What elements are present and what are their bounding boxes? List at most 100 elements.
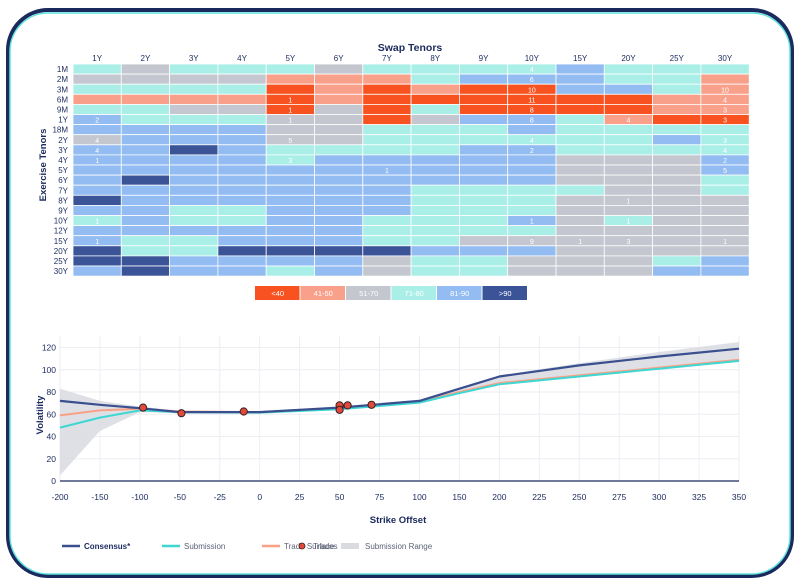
x-tick-350: 350 (732, 492, 746, 502)
heatmap-cell-6m-2y (120, 93, 171, 105)
heatmap-cell-1m-30y (700, 63, 750, 75)
heatmap-cell-2m-15y (555, 73, 605, 85)
heatmap-cell-18m-5y (265, 124, 315, 136)
cell-label-1y-5y: 1 (288, 118, 292, 125)
series-submission-range-band (60, 342, 739, 476)
cell-label-10y-1y: 1 (95, 219, 99, 226)
heatmap-cell-1y-9y (458, 114, 509, 126)
cell-label-4y-1y: 1 (95, 158, 99, 165)
cell-label-1y-30y: 3 (723, 118, 727, 125)
heatmap-cell-20y-15y (555, 245, 605, 257)
cell-label-15y-30y: 1 (723, 239, 727, 246)
heatmap-cell-3y-25y (652, 144, 702, 156)
heatmap-cell-2y-4y (217, 134, 267, 146)
heatmap-cell-8y-1y (72, 194, 122, 206)
heatmap-cell-30y-20y (603, 265, 653, 277)
x-tick-150: -150 (91, 492, 108, 502)
heatmap-cell-3y-15y (555, 144, 605, 156)
trade-point-7 (367, 400, 376, 409)
heatmap-cell-6y-25y (652, 174, 702, 186)
legend-swatch-71-80 (391, 286, 436, 300)
heatmap-cell-4y-15y (555, 154, 605, 166)
heatmap-cell-30y-30y (700, 265, 750, 277)
heatmap-cell-15y-8y (410, 235, 460, 247)
heatmap-cell-15y-6y (314, 235, 364, 247)
heatmap-cell-3y-8y (410, 144, 460, 156)
heatmap-cell-1y-3y (169, 114, 219, 126)
heatmap-cell-15y-3y (169, 235, 219, 247)
heatmap-cell-30y-25y (652, 265, 702, 277)
heatmap-cell-6y-8y (410, 174, 460, 186)
heatmap-cell-30y-4y (217, 265, 267, 277)
heatmap-x-ticks: 1Y 2Y 3Y 4Y 5Y 6Y 7Y 8Y 9Y 10Y 15Y 20Y 25Y 30Y (92, 54, 733, 63)
heatmap-cell-6y-3y (169, 174, 219, 186)
heatmap-cell-18m-8y (410, 124, 460, 136)
heatmap-cell-8y-8y (410, 194, 460, 206)
heatmap-cell-6m-20y (603, 93, 653, 105)
legend-label-5: 81-90 (450, 289, 469, 298)
heatmap-cell-25y-4y (217, 255, 267, 267)
cell-label-6m-10y: 11 (528, 97, 535, 104)
heatmap-cell-18m-30y (700, 124, 750, 136)
heatmap-cell-2y-9y (458, 134, 509, 146)
heatmap-cell-25y-1y (72, 255, 122, 267)
heatmap-cell-30y-9y (458, 265, 509, 277)
heatmap-cell-1y-7y (362, 114, 412, 126)
heatmap-cell-12y-30y (700, 225, 750, 237)
legend-label-trades: Trades (313, 542, 338, 551)
heatmap-cell-7y-15y (555, 184, 605, 196)
legend-item-submission-range: Submission Range (341, 542, 433, 551)
heatmap-cell-3m-9y (458, 83, 509, 95)
heatmap-cell-25y-6y (314, 255, 364, 267)
x-tick-150: 150 (452, 492, 466, 502)
x-tick-50: 50 (335, 492, 345, 502)
heatmap-cell-8y-3y (169, 194, 219, 206)
heatmap-cell-20y-9y (458, 245, 509, 257)
x-tick-20y: 20Y (621, 54, 636, 63)
heatmap-cell-1y-6y (314, 114, 364, 126)
heatmap-cell-12y-3y (169, 225, 219, 237)
trade-point-3 (239, 407, 248, 416)
heatmap-cell-25y-15y (555, 255, 605, 267)
heatmap-cell-3y-2y (120, 144, 171, 156)
heatmap-cell-5y-15y (555, 164, 605, 176)
heatmap-cell-18m-10y (507, 124, 557, 136)
legend-item-trades: Trades (298, 542, 338, 551)
cell-label-1m-10y: 4 (530, 67, 534, 74)
heatmap-cell-1m-6y (314, 63, 364, 75)
heatmap-cell-18m-15y (555, 124, 605, 136)
legend-item-consensus: Consensus* (62, 542, 131, 551)
line-chart-y-ticks: 0 20 40 60 80 100 120 (42, 343, 56, 486)
heatmap-cell-15y-2y (120, 235, 171, 247)
heatmap-cell-6y-10y (507, 174, 557, 186)
heatmap-cell-1y-8y (410, 114, 460, 126)
heatmap-cell-12y-9y (458, 225, 509, 237)
heatmap-cell-20y-7y (362, 245, 412, 257)
y-tick-100: 100 (42, 365, 56, 375)
heatmap-cell-9y-3y (169, 204, 219, 216)
cell-label-2y-30y: 3 (723, 138, 727, 145)
cell-label-4y-5y: 3 (288, 158, 292, 165)
legend-item-trade-surface: Trade Surface (262, 542, 335, 551)
heatmap-cell-1m-3y (169, 63, 219, 75)
heatmap-cell-12y-10y (507, 225, 557, 237)
heatmap-cell-3m-3y (169, 83, 219, 95)
heatmap-cell-25y-30y (700, 255, 750, 267)
heatmap-cell-6m-3y (169, 93, 219, 105)
heatmap-cell-7y-25y (652, 184, 702, 196)
heatmap-cell-12y-1y (72, 225, 122, 237)
heatmap-cell-2y-6y (314, 134, 364, 146)
legend-label-submission: Submission (184, 542, 225, 551)
x-tick-25: 25 (295, 492, 305, 502)
y-tick-9y: 9Y (58, 206, 68, 215)
x-tick-15y: 15Y (573, 54, 588, 63)
y-tick-20: 20 (47, 454, 57, 464)
heatmap-cell-9m-4y (217, 104, 267, 115)
line-chart-x-axis-label: Strike Offset (370, 515, 427, 526)
heatmap-cell-3m-5y (265, 83, 315, 95)
line-chart-grid (59, 336, 740, 482)
heatmap-cell-4y-10y (507, 154, 557, 166)
heatmap-cell-10y-25y (652, 215, 702, 227)
